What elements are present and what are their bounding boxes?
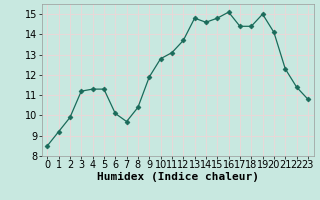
X-axis label: Humidex (Indice chaleur): Humidex (Indice chaleur) xyxy=(97,172,259,182)
